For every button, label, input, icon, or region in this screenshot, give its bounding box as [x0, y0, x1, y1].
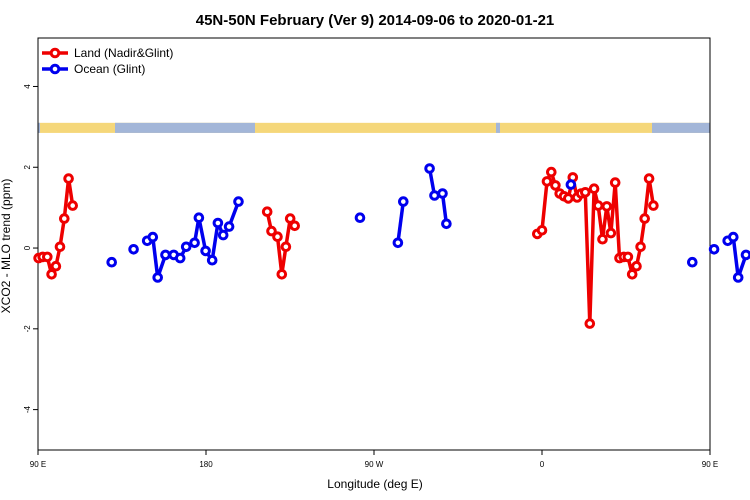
data-point [280, 241, 292, 253]
data-point [67, 200, 78, 211]
series-layer [33, 163, 750, 329]
y-tick-label: 2 [23, 164, 32, 169]
data-point [233, 196, 244, 207]
data-point [687, 256, 698, 268]
data-point [392, 237, 404, 249]
data-point [189, 237, 200, 249]
chart-title: 45N-50N February (Ver 9) 2014-09-06 to 2… [196, 12, 555, 29]
x-tick-label: 0 [540, 460, 545, 469]
data-point [588, 183, 600, 194]
data-point [631, 260, 642, 272]
data-point [609, 177, 621, 188]
legend-ocean-label: Ocean (Glint) [74, 62, 145, 76]
data-point [550, 180, 561, 191]
data-point [441, 218, 452, 230]
data-point [106, 256, 117, 268]
data-point [354, 212, 366, 223]
data-point [63, 173, 74, 184]
data-point [643, 173, 655, 184]
data-point [639, 213, 651, 224]
data-point [622, 251, 634, 263]
band-ocean [38, 122, 40, 133]
data-point [728, 231, 739, 243]
data-point [648, 200, 659, 211]
data-point [289, 220, 301, 232]
data-point [42, 251, 53, 263]
x-axis: 90 E 180 90 W 0 90 E [30, 450, 718, 469]
data-point [276, 269, 288, 280]
y-axis: -4 -2 0 2 4 [23, 84, 38, 413]
data-point [160, 249, 171, 261]
data-point [424, 163, 435, 174]
data-point [59, 213, 70, 224]
x-tick-label: 90 E [30, 460, 46, 469]
legend-item-ocean: Ocean (Glint) [42, 62, 145, 76]
data-point [54, 241, 66, 253]
series-land [33, 166, 659, 329]
y-tick-label: -2 [23, 325, 32, 333]
data-point [708, 244, 720, 255]
data-point [635, 241, 646, 253]
data-point [597, 233, 608, 245]
data-point [206, 254, 218, 266]
data-point [261, 206, 273, 217]
data-point [46, 269, 57, 280]
legend-land-marker [49, 47, 61, 59]
land-ocean-band [38, 122, 710, 133]
data-point [584, 318, 596, 329]
band-ocean [496, 122, 500, 133]
data-point [580, 187, 591, 198]
data-point [565, 179, 577, 190]
data-point [740, 249, 750, 261]
data-point [50, 260, 62, 272]
x-tick-label: 180 [199, 460, 213, 469]
data-point [223, 221, 235, 232]
series-line [396, 201, 406, 244]
legend-ocean-marker [49, 63, 61, 75]
x-tick-label: 90 E [702, 460, 718, 469]
data-point [180, 241, 192, 253]
data-point [536, 225, 548, 236]
data-point [563, 193, 574, 204]
series-ocean [106, 163, 750, 283]
data-point [429, 190, 440, 201]
plot-frame [37, 37, 711, 451]
data-point [732, 272, 744, 283]
data-point [272, 231, 283, 242]
data-point [541, 176, 553, 187]
data-point [200, 245, 211, 257]
band-ocean [652, 122, 710, 133]
x-axis-label: Longitude (deg E) [327, 477, 422, 491]
x-tick-label: 90 W [365, 460, 384, 469]
data-point [592, 200, 604, 211]
data-point [147, 231, 159, 243]
data-point [193, 212, 205, 223]
data-point [626, 269, 638, 280]
band-ocean [115, 122, 255, 133]
data-point [217, 229, 229, 241]
legend: Land (Nadir&Glint) Ocean (Glint) [42, 46, 173, 76]
legend-land-label: Land (Nadir&Glint) [74, 46, 173, 60]
data-point [128, 244, 139, 255]
data-point [398, 196, 409, 207]
data-point [605, 227, 617, 239]
legend-item-land: Land (Nadir&Glint) [42, 46, 173, 60]
y-tick-label: 0 [23, 245, 32, 250]
y-axis-label: XCO2 - MLO trend (ppm) [0, 179, 13, 314]
data-point [266, 225, 277, 237]
data-point [601, 201, 613, 212]
y-tick-label: -4 [23, 406, 32, 414]
data-point [174, 252, 186, 264]
data-point [152, 272, 163, 283]
y-tick-label: 4 [23, 84, 32, 89]
data-point [284, 213, 296, 224]
data-point [546, 166, 557, 178]
data-point [212, 217, 224, 229]
data-point [437, 188, 448, 199]
band-land [38, 122, 710, 133]
